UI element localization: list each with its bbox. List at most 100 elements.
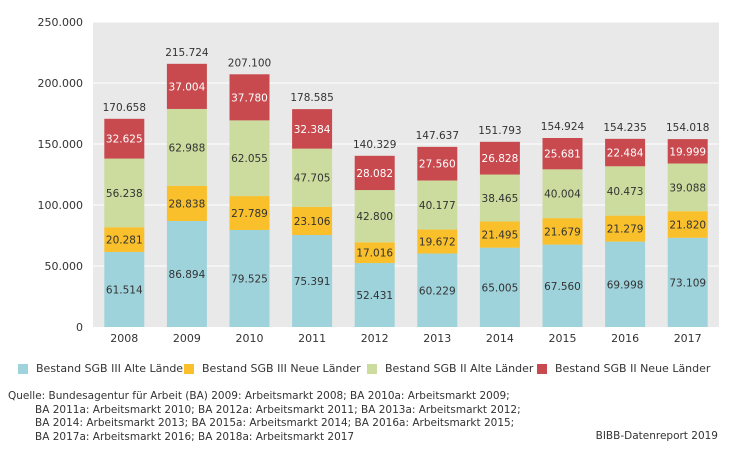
- data-label: 65.005: [482, 282, 519, 294]
- data-label: 23.106: [294, 216, 331, 228]
- chart-area: 0 50.000 100.000 150.000 200.000 250.000 61.51…: [38, 16, 719, 345]
- bar-segment: [229, 196, 270, 230]
- data-label: 60.229: [419, 285, 456, 297]
- data-label: 21.820: [669, 219, 706, 231]
- data-label: 26.828: [482, 153, 519, 165]
- legend-item-sgb2-alte: Bestand SGB II Alte Länder: [367, 362, 533, 375]
- credit: BIBB-Datenreport 2019: [595, 430, 718, 442]
- data-label: 21.679: [544, 226, 581, 238]
- data-label: 37.780: [231, 92, 268, 104]
- x-tick-label: 2014: [486, 332, 514, 345]
- stacked-bar-chart: 0 50.000 100.000 150.000 200.000 250.000 61.51…: [38, 16, 719, 345]
- bar-segment: [605, 215, 646, 242]
- data-label: 37.004: [169, 81, 206, 93]
- data-label: 27.789: [231, 208, 268, 220]
- data-label: 32.625: [106, 134, 143, 146]
- data-label: 75.391: [294, 276, 331, 288]
- bar-segment: [542, 218, 583, 245]
- y-tick-label: 0: [76, 321, 83, 334]
- bar-segment: [292, 206, 333, 236]
- bar-segment: [417, 180, 458, 230]
- data-label: 52.431: [356, 290, 393, 302]
- bar-segment: [104, 158, 145, 228]
- data-label: 69.998: [607, 279, 644, 291]
- data-label: 20.281: [106, 235, 143, 247]
- legend-swatch: [18, 363, 28, 374]
- bar-segment: [166, 220, 207, 327]
- y-tick-label: 150.000: [38, 138, 84, 151]
- source-line: BA 2011a: Arbeitsmarkt 2010; BA 2012a: A…: [35, 403, 521, 416]
- y-tick-label: 100.000: [38, 199, 84, 212]
- data-label: 17.016: [356, 248, 393, 260]
- legend-label: Bestand SGB II Neue Länder: [555, 362, 711, 375]
- bar-segment: [542, 137, 583, 170]
- data-label: 40.004: [544, 189, 581, 201]
- bar-segment: [292, 109, 333, 149]
- bar-segment: [104, 227, 145, 252]
- bar-segment: [667, 139, 708, 164]
- bar-segment: [166, 63, 207, 109]
- bar-segment: [292, 235, 333, 327]
- bar-segment: [605, 241, 646, 327]
- data-label: 38.465: [482, 193, 519, 205]
- total-label: 154.018: [666, 122, 709, 134]
- data-label: 47.705: [294, 173, 331, 185]
- legend: Bestand SGB III Alte Länder Bestand SGB …: [18, 362, 718, 378]
- total-label: 207.100: [228, 57, 271, 69]
- data-label: 21.495: [482, 230, 519, 242]
- bar-segment: [479, 141, 520, 175]
- total-label: 140.329: [353, 139, 396, 151]
- total-label: 147.637: [416, 130, 459, 142]
- data-label: 40.473: [607, 186, 644, 198]
- bar-segment: [667, 211, 708, 238]
- bar-segment: [166, 108, 207, 186]
- source-line: Quelle: Bundesagentur für Arbeit (BA) 20…: [8, 390, 510, 402]
- bar-segment: [354, 155, 395, 191]
- x-tick-label: 2009: [173, 332, 201, 345]
- bar-segment: [229, 74, 270, 121]
- y-tick-label: 50.000: [45, 260, 84, 273]
- legend-swatch: [184, 363, 194, 374]
- bar-segment: [417, 229, 458, 254]
- bar-segment: [229, 120, 270, 197]
- data-label: 32.384: [294, 124, 331, 136]
- legend-item-sgb3-neue: Bestand SGB III Neue Länder: [184, 362, 361, 375]
- data-label: 19.999: [669, 146, 706, 158]
- bar-segment: [667, 237, 708, 327]
- data-label: 28.082: [356, 168, 393, 180]
- source-line: BA 2017a: Arbeitsmarkt 2016; BA 2018a: A…: [35, 430, 355, 443]
- x-tick-label: 2015: [549, 332, 577, 345]
- x-tick-label: 2013: [423, 332, 451, 345]
- bar-segment: [229, 229, 270, 327]
- data-label: 39.088: [669, 182, 706, 194]
- total-label: 215.724: [165, 47, 209, 59]
- bar-segment: [354, 263, 395, 327]
- bar-segment: [605, 166, 646, 216]
- legend-label: Bestand SGB III Neue Länder: [202, 362, 361, 375]
- data-label: 19.672: [419, 237, 456, 249]
- bar-segment: [417, 146, 458, 181]
- x-tick-label: 2010: [236, 332, 264, 345]
- x-tick-label: 2011: [298, 332, 326, 345]
- bar-segment: [104, 251, 145, 327]
- total-label: 178.585: [290, 92, 333, 104]
- total-label: 154.235: [603, 122, 646, 134]
- bar-segment: [542, 169, 583, 219]
- y-tick-label: 200.000: [38, 77, 84, 90]
- total-label: 154.924: [541, 121, 585, 133]
- data-label: 28.838: [169, 198, 206, 210]
- bar-segment: [354, 242, 395, 264]
- legend-item-sgb3-alte: Bestand SGB III Alte Länder: [18, 362, 188, 375]
- y-tick-label: 250.000: [38, 16, 84, 29]
- bar-segment: [667, 163, 708, 212]
- bar-segment: [354, 190, 395, 243]
- x-tick-label: 2016: [611, 332, 639, 345]
- data-label: 25.681: [544, 149, 581, 161]
- x-tick-label: 2017: [674, 332, 702, 345]
- data-label: 79.525: [231, 273, 268, 285]
- bar-segment: [542, 244, 583, 327]
- bar-segment: [417, 253, 458, 327]
- bar-segment: [479, 174, 520, 222]
- data-label: 42.800: [356, 211, 393, 223]
- data-label: 40.177: [419, 200, 456, 212]
